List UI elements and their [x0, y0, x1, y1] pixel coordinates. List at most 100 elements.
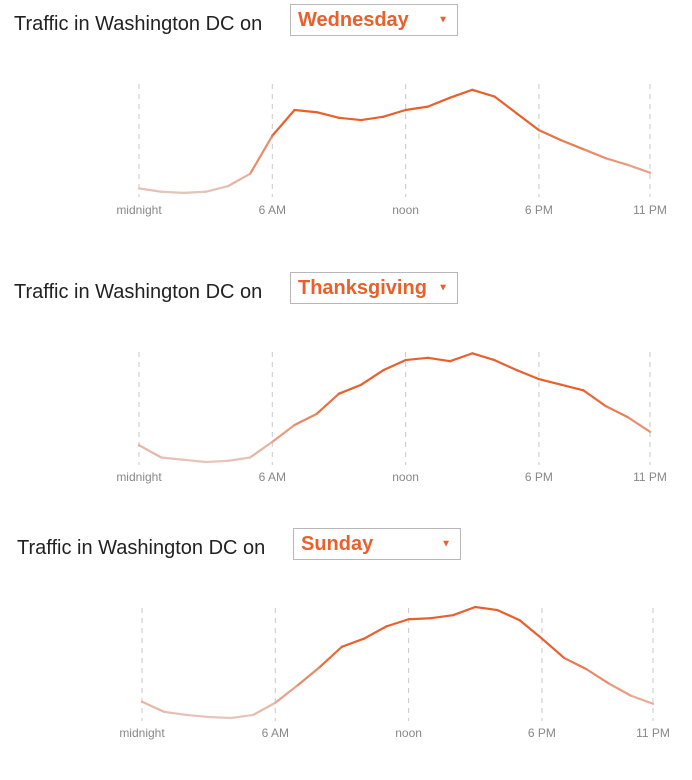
series-line-segment [363, 625, 388, 640]
data-point [137, 187, 141, 190]
data-point [363, 637, 366, 640]
series-line-segment [451, 605, 477, 617]
data-point [563, 656, 566, 660]
data-point [140, 700, 144, 703]
data-point [204, 190, 207, 193]
data-point [182, 191, 185, 194]
series-line-segment [518, 619, 544, 640]
series-line-segment [537, 378, 563, 386]
data-point [474, 605, 477, 609]
series-line-segment [426, 356, 452, 363]
data-point [451, 614, 455, 617]
series-line-segment [185, 713, 210, 719]
data-point [182, 458, 185, 461]
series-line-segment [382, 108, 407, 118]
data-point [537, 129, 541, 132]
series-line-segment [251, 701, 277, 717]
x-tick-label: 11 PM [636, 726, 670, 740]
x-tick-label: noon [395, 726, 422, 740]
chart-panel-wednesday: Traffic in Washington DC on Wednesday ▼ … [0, 0, 692, 260]
day-select[interactable]: Sunday ▼ [293, 528, 461, 560]
x-tick-label: 6 PM [525, 203, 553, 217]
series-line-segment [160, 456, 185, 461]
series-line-segment [248, 440, 274, 459]
series-line-segment [163, 710, 188, 717]
chart-heading: Traffic in Washington DC on [14, 280, 263, 303]
data-point [540, 637, 544, 640]
series-line-segment [496, 608, 521, 622]
day-select[interactable]: Thanksgiving ▼ [290, 272, 458, 304]
data-point [518, 619, 521, 622]
data-point [604, 157, 607, 160]
series-line-segment [604, 404, 629, 419]
data-point [648, 171, 652, 174]
chart-panel-thanksgiving: Traffic in Washington DC on Thanksgiving… [0, 268, 692, 528]
series-line-segment [560, 383, 585, 392]
series-line-segment [274, 684, 299, 704]
data-point [274, 701, 277, 704]
series-line-segment [404, 105, 429, 112]
series-line-segment [340, 637, 366, 648]
series-line-segment [407, 617, 432, 621]
x-tick-label: 6 AM [259, 203, 286, 217]
day-select[interactable]: Wednesday ▼ [290, 4, 458, 36]
series-line-segment [296, 665, 321, 687]
x-tick-label: 11 PM [633, 470, 667, 484]
data-point [360, 383, 363, 386]
series-line-segment [493, 95, 518, 115]
data-point [404, 358, 407, 362]
data-point [296, 684, 299, 687]
data-point [448, 96, 452, 99]
data-point [582, 389, 585, 392]
data-point [407, 618, 410, 621]
x-tick-label: noon [392, 470, 419, 484]
data-point [429, 617, 432, 620]
series-line-segment [585, 668, 610, 685]
data-point [337, 116, 341, 119]
data-point [226, 459, 229, 462]
series-line-segment [493, 358, 518, 372]
series-line-segment [626, 416, 652, 433]
series-line-segment [360, 115, 385, 122]
data-point [560, 139, 563, 142]
data-point [515, 112, 518, 115]
data-point [626, 416, 629, 419]
series-line-segment [404, 356, 429, 362]
data-point [496, 608, 499, 612]
series-line-segment [207, 715, 232, 720]
data-point [340, 645, 344, 648]
series-line-segment [471, 352, 496, 362]
data-point [515, 369, 518, 372]
series-line-segment [337, 116, 363, 122]
chevron-down-icon: ▼ [438, 14, 448, 26]
series-line-segment [560, 139, 585, 151]
data-point [493, 95, 496, 98]
data-point [582, 148, 585, 151]
data-point [229, 716, 232, 720]
data-point [651, 702, 655, 705]
series-line-segment [315, 111, 341, 119]
data-point [251, 713, 255, 717]
series-line-segment [293, 108, 318, 114]
x-tick-label: midnight [116, 203, 162, 217]
data-point [315, 111, 318, 114]
data-point [471, 88, 474, 91]
series-line-segment [563, 656, 588, 671]
series-line-segment [271, 108, 296, 137]
data-point [404, 108, 407, 112]
data-point [426, 105, 429, 108]
chevron-down-icon: ▼ [438, 282, 448, 294]
series-line-segment [448, 88, 474, 99]
series-line-segment [426, 96, 452, 108]
series-line-segment [582, 389, 607, 408]
data-point [626, 163, 629, 166]
data-point [560, 383, 563, 386]
data-point [629, 694, 632, 697]
series-line-segment [607, 682, 632, 697]
series-line-segment [626, 163, 652, 174]
series-line-segment [385, 618, 410, 628]
data-point [204, 460, 207, 464]
data-point [248, 172, 252, 175]
chart-panel-sunday: Traffic in Washington DC on Sunday ▼ mid… [0, 524, 692, 780]
day-select-value: Thanksgiving [298, 276, 427, 299]
